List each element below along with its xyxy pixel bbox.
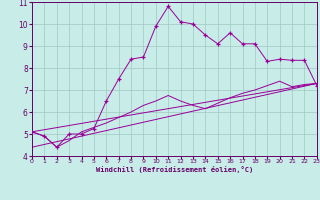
X-axis label: Windchill (Refroidissement éolien,°C): Windchill (Refroidissement éolien,°C) [96, 166, 253, 173]
